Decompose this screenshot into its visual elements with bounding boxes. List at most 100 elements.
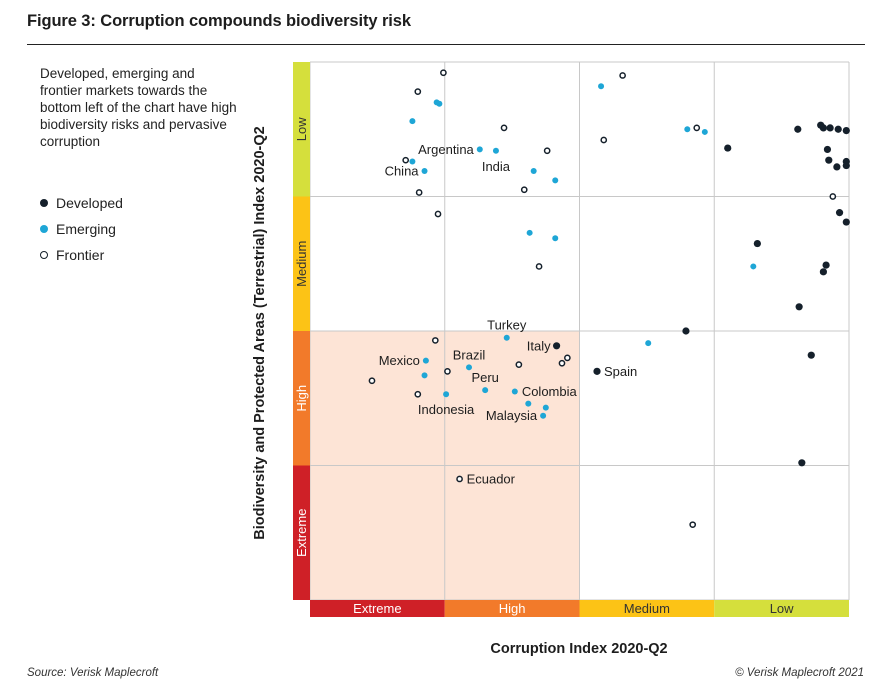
point-label: Indonesia bbox=[418, 402, 475, 417]
point-label: India bbox=[482, 159, 511, 174]
developed-point bbox=[794, 125, 802, 133]
developed-point bbox=[753, 239, 761, 248]
emerging-point bbox=[492, 147, 499, 154]
frontier-point bbox=[600, 136, 608, 144]
legend-label: Frontier bbox=[56, 247, 105, 263]
frontier-point bbox=[434, 210, 442, 218]
developed-point bbox=[593, 367, 601, 375]
developed-point bbox=[842, 161, 850, 170]
emerging-point bbox=[645, 340, 652, 347]
frontier-point bbox=[444, 368, 451, 375]
frontier-point bbox=[558, 359, 566, 367]
emerging-point bbox=[684, 126, 691, 133]
x-tick-label: Low bbox=[770, 601, 794, 616]
legend: Developed Emerging Frontier bbox=[40, 190, 123, 268]
frontier-point bbox=[543, 147, 551, 155]
developed-point bbox=[807, 351, 815, 359]
x-axis-label: Corruption Index 2020-Q2 bbox=[490, 641, 668, 657]
developed-marker-icon bbox=[40, 199, 48, 207]
developed-point bbox=[682, 327, 690, 335]
y-tick-label: High bbox=[294, 385, 309, 412]
point-label: Colombia bbox=[522, 384, 578, 399]
x-band-low bbox=[714, 600, 849, 617]
emerging-point bbox=[409, 118, 416, 125]
emerging-point bbox=[422, 357, 429, 364]
x-band-high bbox=[444, 600, 580, 617]
frontier-point bbox=[564, 354, 571, 362]
emerging-point bbox=[476, 146, 483, 153]
point-label: Mexico bbox=[379, 353, 420, 368]
frontier-point bbox=[431, 337, 439, 344]
emerging-point bbox=[421, 167, 428, 174]
legend-item-frontier: Frontier bbox=[40, 242, 123, 268]
point-label: China bbox=[385, 163, 420, 178]
emerging-point bbox=[540, 412, 547, 419]
developed-point bbox=[826, 124, 834, 132]
point-label: Brazil bbox=[453, 347, 486, 362]
y-band-extreme bbox=[293, 465, 310, 600]
legend-label: Developed bbox=[56, 195, 123, 211]
developed-point bbox=[798, 459, 806, 467]
title-divider bbox=[27, 44, 865, 45]
developed-point bbox=[822, 261, 830, 269]
emerging-point bbox=[526, 229, 533, 236]
developed-point bbox=[819, 268, 827, 276]
point-label: Argentina bbox=[418, 142, 474, 157]
frontier-point bbox=[689, 521, 697, 529]
point-label: Malaysia bbox=[486, 408, 538, 423]
developed-point bbox=[795, 303, 803, 311]
emerging-point bbox=[552, 177, 559, 184]
frontier-point bbox=[456, 475, 463, 483]
emerging-point bbox=[482, 387, 489, 394]
x-band-extreme bbox=[310, 600, 445, 617]
x-tick-label: Medium bbox=[624, 601, 670, 616]
figure-title: Figure 3: Corruption compounds biodivers… bbox=[27, 12, 411, 30]
y-tick-label: Low bbox=[294, 117, 309, 141]
emerging-point bbox=[503, 334, 510, 341]
point-label: Italy bbox=[527, 338, 551, 353]
y-tick-label: Medium bbox=[294, 241, 309, 287]
point-label: Spain bbox=[604, 364, 637, 379]
developed-point bbox=[724, 144, 732, 152]
frontier-point bbox=[693, 124, 701, 132]
frontier-point bbox=[500, 124, 508, 132]
emerging-point bbox=[552, 235, 559, 242]
legend-item-developed: Developed bbox=[40, 190, 123, 216]
emerging-point bbox=[750, 263, 757, 270]
point-label: Peru bbox=[471, 370, 498, 385]
y-band-low bbox=[293, 62, 310, 197]
x-tick-label: High bbox=[499, 601, 526, 616]
x-tick-label: Extreme bbox=[353, 601, 401, 616]
legend-item-emerging: Emerging bbox=[40, 216, 123, 242]
developed-point bbox=[842, 218, 850, 226]
frontier-point bbox=[414, 390, 422, 398]
developed-point bbox=[823, 145, 832, 154]
emerging-point bbox=[421, 372, 428, 379]
chart-description: Developed, emerging and frontier markets… bbox=[40, 66, 237, 149]
emerging-point bbox=[525, 400, 532, 407]
emerging-point bbox=[598, 83, 605, 90]
frontier-point bbox=[368, 377, 376, 385]
developed-point bbox=[825, 156, 833, 164]
frontier-marker-icon bbox=[40, 251, 48, 259]
frontier-point bbox=[515, 361, 523, 368]
frontier-point bbox=[415, 189, 423, 196]
y-band-high bbox=[293, 331, 310, 466]
developed-point bbox=[835, 209, 844, 217]
emerging-point bbox=[443, 391, 450, 398]
frontier-point bbox=[619, 72, 626, 79]
emerging-point bbox=[511, 388, 518, 395]
source-note: Source: Verisk Maplecroft bbox=[27, 667, 159, 679]
copyright-note: © Verisk Maplecroft 2021 bbox=[735, 667, 864, 679]
developed-point bbox=[842, 126, 850, 135]
y-axis-label: Biodiversity and Protected Areas (Terres… bbox=[252, 126, 268, 540]
y-band-medium bbox=[293, 196, 310, 331]
emerging-point bbox=[542, 404, 549, 411]
developed-point bbox=[834, 125, 842, 133]
emerging-point bbox=[436, 100, 443, 107]
frontier-point bbox=[520, 186, 528, 194]
frontier-point bbox=[402, 156, 410, 164]
emerging-point bbox=[530, 167, 537, 174]
frontier-point bbox=[440, 69, 447, 77]
